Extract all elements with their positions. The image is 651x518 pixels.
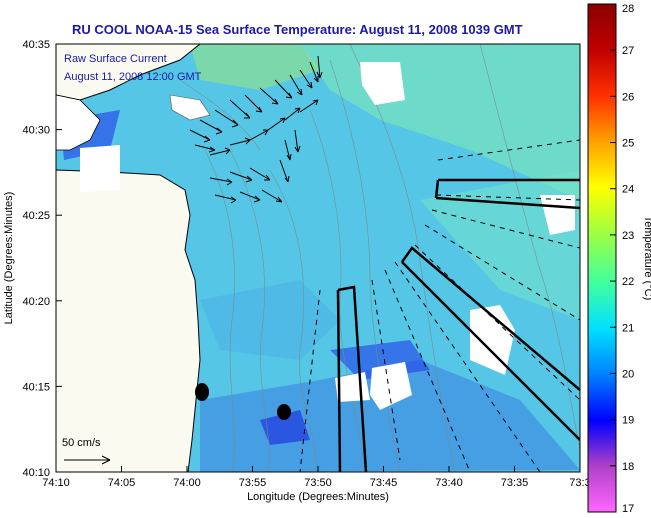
warm-water-patch [190, 44, 320, 90]
colorbar-tick-label: 22 [622, 276, 634, 288]
colorbar-tick-label: 26 [622, 91, 634, 103]
surface-current-vectors [189, 55, 323, 204]
y-axis-label: Latitude (Degrees:Minutes) [3, 192, 15, 325]
figure-title: RU COOL NOAA-15 Sea Surface Temperature:… [72, 22, 523, 37]
y-tick-label: 40:15 [22, 381, 50, 393]
survey-box-east [434, 178, 580, 210]
y-axis-ticks: 40:35 40:30 40:25 40:20 40:15 40:10 [22, 39, 62, 479]
x-tick-label: 73:50 [304, 477, 332, 489]
station-marker [277, 404, 291, 420]
survey-box-south [400, 246, 580, 441]
x-tick-label: 74:00 [173, 477, 201, 489]
colorbar-label: Temperature (°C) [642, 216, 651, 300]
colorbar-tick-label: 20 [622, 368, 634, 380]
x-axis-label: Longitude (Degrees:Minutes) [247, 491, 389, 503]
colorbar-ticks: 28 27 26 25 24 23 22 21 20 19 18 17 [610, 3, 634, 515]
legend-time: August 11, 2008 12:00 GMT [64, 71, 202, 83]
colorbar-tick-label: 28 [622, 3, 634, 15]
x-tick-label: 73:35 [501, 477, 529, 489]
legend-title: Raw Surface Current [64, 53, 167, 65]
cold-water-patch [260, 410, 310, 445]
new-jersey-coast [56, 169, 201, 472]
cool-water-patch [200, 280, 340, 360]
staten-island [56, 94, 101, 151]
bathymetry-contours [179, 44, 580, 472]
colorbar-tick-label: 27 [622, 45, 634, 57]
map-area [56, 44, 580, 472]
y-tick-label: 40:10 [22, 467, 50, 479]
y-tick-label: 40:20 [22, 296, 50, 308]
colorbar-tick-label: 18 [622, 461, 634, 473]
x-axis-ticks: 74:10 74:05 74:00 73:55 73:50 73:45 73:40 73:35… [42, 466, 591, 489]
cool-water-patch [200, 360, 580, 472]
x-tick-label: 74:05 [108, 477, 136, 489]
survey-boxes [336, 178, 580, 472]
colorbar-tick-label: 19 [622, 415, 634, 427]
scale-arrow [64, 455, 111, 465]
colorbar-tick-label: 25 [622, 138, 634, 150]
y-tick-label: 40:35 [22, 39, 50, 51]
warm-water-patch [420, 170, 580, 320]
colorbar-tick-label: 24 [622, 184, 634, 196]
colorbar-tick-label: 17 [622, 503, 634, 515]
x-tick-label: 73:40 [435, 477, 463, 489]
colorbar-tick-label: 21 [622, 322, 634, 334]
y-tick-label: 40:30 [22, 125, 50, 137]
sandy-hook [169, 94, 211, 121]
x-tick-label: 73:3 [569, 477, 590, 489]
station-marker [195, 383, 209, 401]
transect-lines [299, 139, 580, 472]
x-tick-label: 74:10 [42, 477, 70, 489]
colorbar-tick-label: 23 [622, 230, 634, 242]
y-tick-label: 40:25 [22, 210, 50, 222]
x-tick-label: 73:45 [370, 477, 398, 489]
scale-label: 50 cm/s [62, 437, 101, 449]
colorbar [587, 3, 617, 513]
survey-box-west [336, 285, 368, 472]
x-tick-label: 73:55 [239, 477, 267, 489]
